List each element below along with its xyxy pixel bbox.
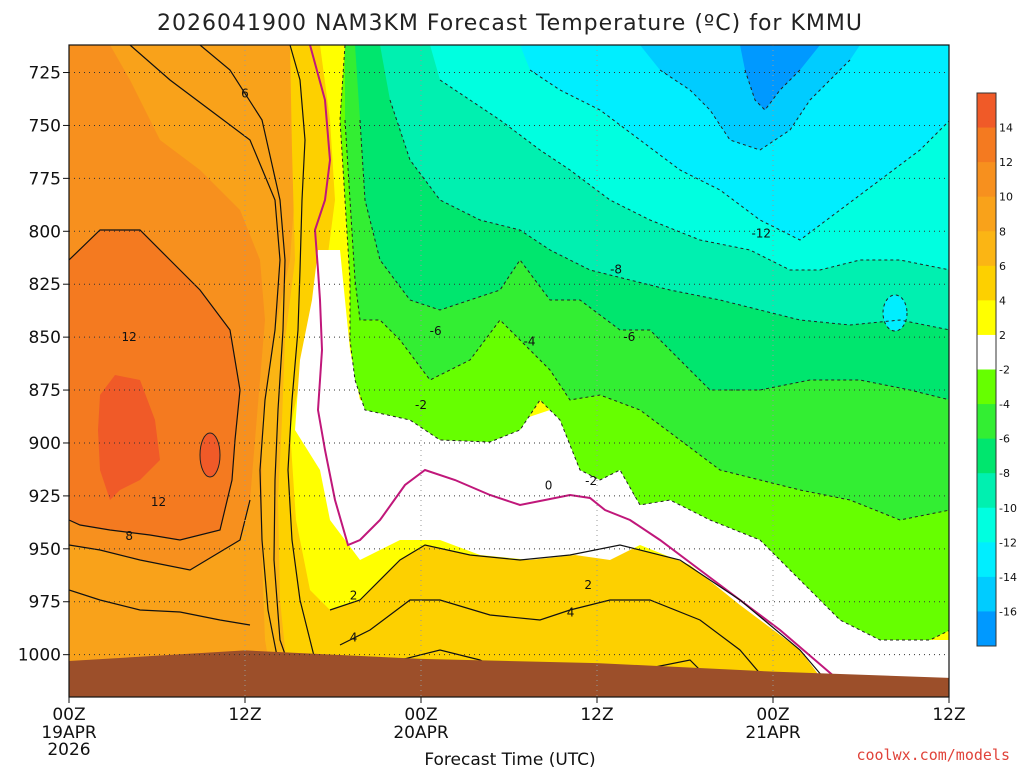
x-tick-label: 12Z <box>932 705 965 725</box>
plot-frame <box>68 44 950 698</box>
contour-label: 2 <box>350 588 358 602</box>
colorbar-swatch <box>977 438 996 474</box>
y-tick-label: 950 <box>29 540 61 560</box>
colorbar-tick-label: 4 <box>999 294 1006 307</box>
colorbar-tick-label: 14 <box>999 122 1013 135</box>
contour-label: 0 <box>545 478 553 492</box>
temp-region-minus14-minus16 <box>640 45 860 150</box>
x-tick-label: 00Z <box>404 705 437 725</box>
x-tick-label: 12Z <box>580 705 613 725</box>
colorbar-tick-label: 8 <box>999 225 1006 238</box>
y-tick-label: 925 <box>29 487 61 507</box>
temp-region-minus16-minus18 <box>740 45 820 110</box>
temp-bubble-14 <box>199 432 221 478</box>
y-tick-label: 975 <box>29 593 61 613</box>
contour-label: -8 <box>610 262 622 276</box>
colorbar-swatch <box>977 404 996 440</box>
plot-area <box>69 45 949 697</box>
x-tick-date: 19APR <box>41 723 97 743</box>
contour-label: 4 <box>567 605 575 619</box>
terrain-below-surface <box>69 650 949 697</box>
temp-region-minus12-minus14 <box>520 45 949 240</box>
colorbar-swatch <box>977 334 996 370</box>
colorbar-tick-label: -2 <box>999 364 1010 377</box>
y-tick-label: 775 <box>29 169 61 189</box>
colorbar-tick-label: -12 <box>999 536 1017 549</box>
x-axis-title: Forecast Time (UTC) <box>424 750 595 768</box>
colorbar-swatch <box>977 162 996 198</box>
colorbar-swatch <box>977 93 996 129</box>
temp-bubble-minus12 <box>882 294 908 332</box>
contour-label: 12 <box>121 330 136 344</box>
contour-label: -12 <box>751 226 771 240</box>
contour-label: 4 <box>350 631 358 645</box>
colorbar-swatch <box>977 127 996 163</box>
colorbar-swatch <box>977 473 996 509</box>
warm-isotherms <box>69 45 841 697</box>
contour-label: -6 <box>623 330 635 344</box>
colorbar-tick-label: 6 <box>999 260 1006 273</box>
colorbar: 14 12 10 8 6 4 2 -2 -4 -6 -8 -10 -12 -14 -16 <box>976 92 1017 647</box>
y-tick-label: 1000 <box>18 646 61 666</box>
cold-isotherms <box>339 45 949 641</box>
contour-label: -2 <box>585 474 597 488</box>
credit-text: coolwx.com/models <box>856 746 1010 764</box>
colorbar-swatch <box>977 300 996 336</box>
y-tick-label: 800 <box>29 222 61 242</box>
contour-label: -4 <box>524 334 536 348</box>
y-tick-label: 825 <box>29 275 61 295</box>
colorbar-frame <box>976 92 997 647</box>
y-axis: 725 750 775 800 825 850 875 900 925 950 975 1000 <box>18 64 69 666</box>
contour-label: -2 <box>415 398 427 412</box>
y-tick-label: 875 <box>29 381 61 401</box>
contour-label: -6 <box>430 324 442 338</box>
y-tick-label: 850 <box>29 328 61 348</box>
x-tick-date: 21APR <box>745 723 801 743</box>
y-tick-label: 725 <box>29 64 61 84</box>
contour-label: 12 <box>151 495 166 509</box>
y-tick-label: 750 <box>29 116 61 136</box>
colorbar-tick-label: 10 <box>999 191 1013 204</box>
x-tick-label: 12Z <box>228 705 261 725</box>
colorbar-tick-label: -16 <box>999 605 1017 618</box>
x-tick-year: 2026 <box>47 740 90 760</box>
contour-label: 8 <box>125 529 133 543</box>
contour-label: 6 <box>241 87 249 101</box>
temp-region-14-16 <box>98 375 160 500</box>
contour-label: 2 <box>584 578 592 592</box>
colorbar-tick-label: -8 <box>999 467 1010 480</box>
gridlines <box>69 45 949 697</box>
colorbar-swatch <box>977 507 996 543</box>
colorbar-tick-label: -4 <box>999 398 1010 411</box>
colorbar-tick-label: 12 <box>999 156 1013 169</box>
colorbar-tick-label: -6 <box>999 433 1010 446</box>
colorbar-swatch <box>977 576 996 612</box>
x-tick-date: 20APR <box>393 723 449 743</box>
chart-title: 2026041900 NAM3KM Forecast Temperature (… <box>157 11 863 36</box>
x-tick-label: 00Z <box>756 705 789 725</box>
colorbar-swatch <box>977 265 996 301</box>
colorbar-tick-label: -14 <box>999 571 1017 584</box>
y-tick-label: 900 <box>29 434 61 454</box>
colorbar-tick-label: -10 <box>999 502 1017 515</box>
colorbar-swatch <box>977 369 996 405</box>
colorbar-swatch <box>977 231 996 267</box>
x-tick-label: 00Z <box>52 705 85 725</box>
colorbar-swatch <box>977 196 996 232</box>
colorbar-swatch <box>977 542 996 578</box>
colorbar-swatch <box>977 611 996 647</box>
colorbar-tick-label: 2 <box>999 329 1006 342</box>
zero-degree-isotherm <box>309 45 851 691</box>
